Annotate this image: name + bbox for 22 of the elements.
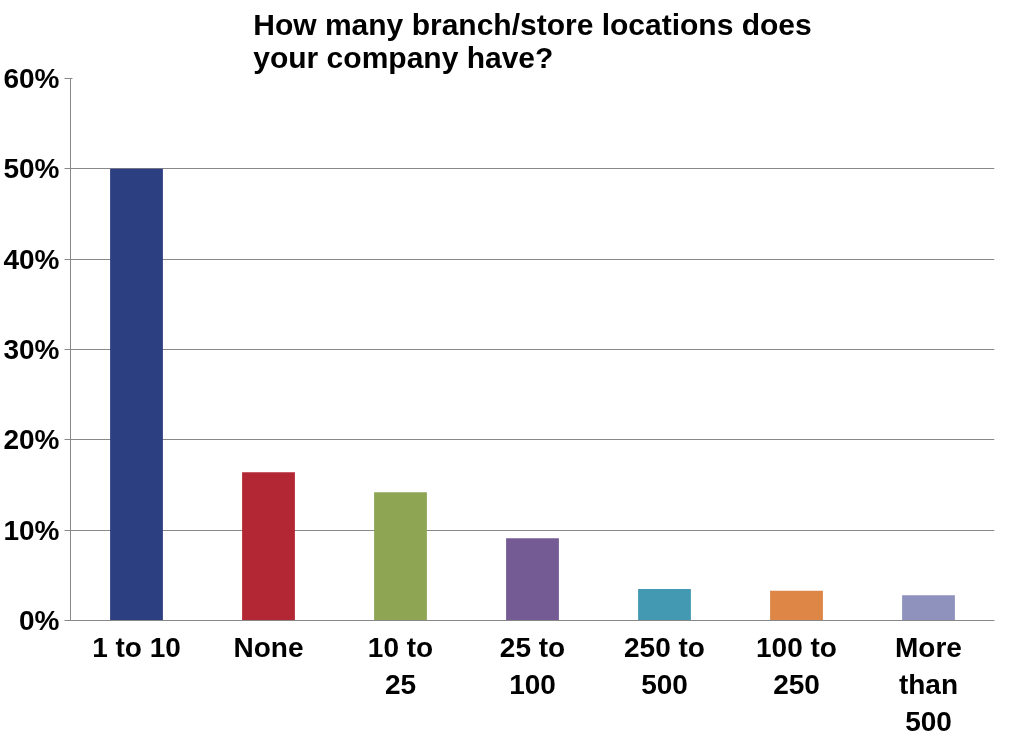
bar	[506, 538, 559, 621]
x-tick-label: 1 to 10	[92, 631, 181, 663]
y-tick-label: 50%	[3, 153, 60, 185]
x-tick-label: 25 to 100	[499, 631, 566, 700]
y-tick-label: 0%	[19, 605, 60, 636]
x-tick-label: 250 to 500	[624, 631, 705, 700]
bar	[770, 590, 823, 621]
x-tick-label: 10 to 25	[367, 631, 434, 700]
x-tick-label: None	[233, 631, 304, 663]
bar	[242, 472, 295, 621]
bar	[638, 588, 691, 621]
y-tick-label: 10%	[3, 514, 60, 546]
x-tick-label: 100 to 250	[756, 631, 837, 700]
y-tick-label: 60%	[3, 63, 60, 94]
chart-title: How many branch/store locations does your company have?	[253, 7, 812, 74]
y-tick-label: 20%	[3, 424, 60, 456]
x-tick-label: More than 500	[895, 631, 962, 737]
bar	[374, 492, 427, 621]
bar	[110, 168, 163, 621]
y-tick-label: 40%	[3, 243, 60, 275]
bar	[902, 595, 955, 621]
y-tick-label: 30%	[3, 334, 60, 365]
